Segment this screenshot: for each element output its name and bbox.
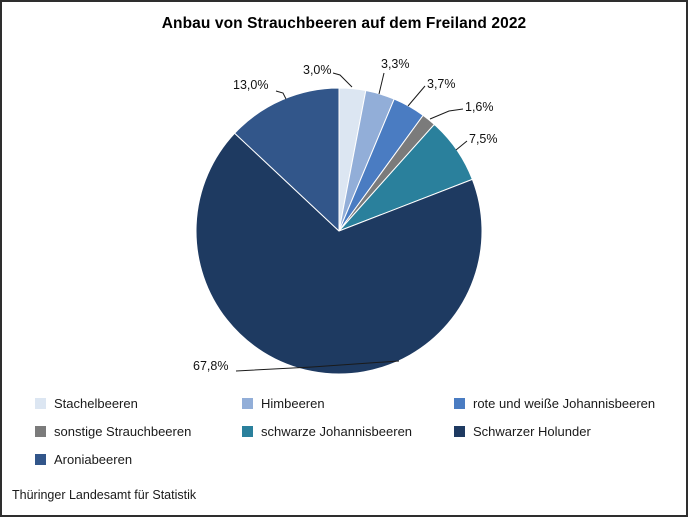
chart-title: Anbau von Strauchbeeren auf dem Freiland… [161, 15, 527, 32]
legend-swatch-schwarze-johannisbeeren [242, 426, 253, 437]
leader-line-rote-und-weisse-johannisbeeren [407, 85, 426, 107]
slice-label-aroniabeeren: 13,0% [233, 78, 269, 92]
legend-swatch-schwarzer-holunder [454, 426, 465, 437]
source-note: Thüringer Landesamt für Statistik [12, 488, 197, 502]
slice-label-stachelbeeren: 3,0% [303, 63, 332, 77]
leader-line-aroniabeeren [275, 90, 287, 100]
slice-label-schwarze-johannisbeeren: 7,5% [469, 132, 498, 146]
legend-label: Schwarzer Holunder [473, 424, 591, 439]
legend-item-rote-und-weisse-johannisbeeren: rote und weiße Johannisbeeren [454, 396, 655, 411]
pie-slices-group [195, 87, 483, 375]
legend-swatch-aroniabeeren [35, 454, 46, 465]
leader-line-schwarze-johannisbeeren [455, 140, 468, 151]
legend-label: rote und weiße Johannisbeeren [473, 396, 656, 411]
legend-label: schwarze Johannisbeeren [261, 424, 413, 439]
leader-lines-group [235, 72, 468, 372]
legend-label: Stachelbeeren [54, 396, 138, 411]
pie-slice-schwarzer-holunder [195, 132, 483, 375]
legend-item-aroniabeeren: Aroniabeeren [35, 452, 132, 467]
legend-label: Aroniabeeren [54, 452, 133, 467]
slice-label-sonstige-strauchbeeren: 1,6% [465, 100, 494, 114]
leader-line-stachelbeeren [332, 72, 353, 88]
legend-item-schwarze-johannisbeeren: schwarze Johannisbeeren [242, 424, 412, 439]
legend-item-himbeeren: Himbeeren [242, 396, 325, 411]
leader-line-sonstige-strauchbeeren [429, 108, 464, 120]
legend-swatch-stachelbeeren [35, 398, 46, 409]
slice-label-rote-und-weisse-johannisbeeren: 3,7% [427, 77, 456, 91]
legend-swatch-himbeeren [242, 398, 253, 409]
slice-label-himbeeren: 3,3% [381, 57, 410, 71]
legend-swatch-sonstige-strauchbeeren [35, 426, 46, 437]
leader-line-himbeeren [378, 72, 385, 95]
legend-swatch-rote-und-weisse-johannisbeeren [454, 398, 465, 409]
legend-item-sonstige-strauchbeeren: sonstige Strauchbeeren [35, 424, 191, 439]
pie-slice-aroniabeeren [234, 87, 340, 232]
legend-label: sonstige Strauchbeeren [54, 424, 192, 439]
legend-item-schwarzer-holunder: Schwarzer Holunder [454, 424, 591, 439]
legend-label: Himbeeren [261, 396, 325, 411]
legend-item-stachelbeeren: Stachelbeeren [35, 396, 138, 411]
leader-line-schwarzer-holunder [235, 360, 400, 372]
slice-label-schwarzer-holunder: 67,8% [193, 359, 229, 373]
